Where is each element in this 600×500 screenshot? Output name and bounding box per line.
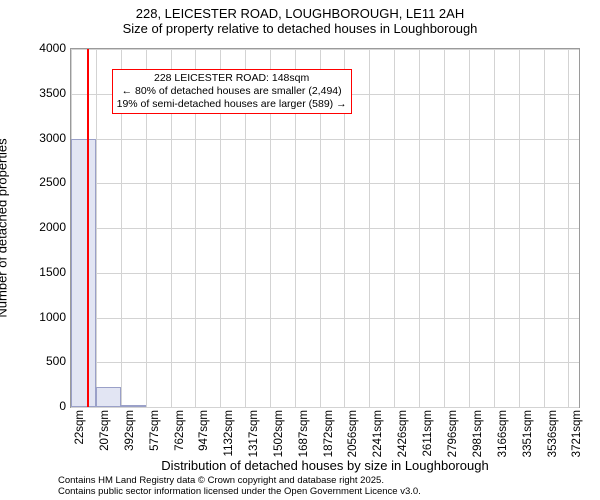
annotation-line3: 19% of semi-detached houses are larger (… xyxy=(117,98,347,111)
x-tick-label: 2056sqm xyxy=(347,410,359,457)
annotation-box: 228 LEICESTER ROAD: 148sqm ← 80% of deta… xyxy=(112,69,352,114)
y-tick-label: 1000 xyxy=(6,310,66,324)
x-tick-label: 3351sqm xyxy=(522,410,534,457)
subject-property-marker xyxy=(87,49,89,407)
y-tick-label: 3000 xyxy=(6,131,66,145)
title-subtitle: Size of property relative to detached ho… xyxy=(0,21,600,36)
x-tick-label: 3721sqm xyxy=(571,410,583,457)
x-tick-label: 1872sqm xyxy=(323,410,335,457)
x-tick-label: 1317sqm xyxy=(248,410,260,457)
x-tick-label: 3536sqm xyxy=(547,410,559,457)
x-tick-label: 22sqm xyxy=(74,410,86,445)
x-tick-label: 1687sqm xyxy=(298,410,310,457)
y-tick-label: 4000 xyxy=(6,41,66,55)
x-tick-label: 1502sqm xyxy=(273,410,285,457)
x-tick-label: 2981sqm xyxy=(472,410,484,457)
x-tick-label: 392sqm xyxy=(124,410,136,451)
x-tick-label: 2796sqm xyxy=(447,410,459,457)
x-tick-label: 2241sqm xyxy=(372,410,384,457)
x-tick-label: 2426sqm xyxy=(397,410,409,457)
annotation-line1: 228 LEICESTER ROAD: 148sqm xyxy=(117,72,347,85)
annotations-layer: 228 LEICESTER ROAD: 148sqm ← 80% of deta… xyxy=(71,49,579,407)
x-axis-label: Distribution of detached houses by size … xyxy=(70,458,580,473)
x-tick-label: 947sqm xyxy=(198,410,210,451)
x-tick-label: 3166sqm xyxy=(497,410,509,457)
x-tick-label: 207sqm xyxy=(99,410,111,451)
y-tick-label: 1500 xyxy=(6,265,66,279)
x-tick-label: 577sqm xyxy=(149,410,161,451)
y-tick-label: 500 xyxy=(6,354,66,368)
x-tick-label: 2611sqm xyxy=(422,410,434,456)
y-axis-ticks: 05001000150020002500300035004000 xyxy=(0,48,66,408)
chart-title: 228, LEICESTER ROAD, LOUGHBOROUGH, LE11 … xyxy=(0,6,600,36)
attribution-footer: Contains HM Land Registry data © Crown c… xyxy=(58,476,421,498)
title-address: 228, LEICESTER ROAD, LOUGHBOROUGH, LE11 … xyxy=(0,6,600,21)
property-size-chart: 228, LEICESTER ROAD, LOUGHBOROUGH, LE11 … xyxy=(0,0,600,500)
footer-line2: Contains public sector information licen… xyxy=(58,487,421,498)
y-tick-label: 2500 xyxy=(6,175,66,189)
y-tick-label: 0 xyxy=(6,399,66,413)
x-tick-label: 762sqm xyxy=(174,410,186,451)
plot-area: 228 LEICESTER ROAD: 148sqm ← 80% of deta… xyxy=(70,48,580,408)
y-tick-label: 3500 xyxy=(6,86,66,100)
x-tick-label: 1132sqm xyxy=(223,410,235,456)
annotation-line2: ← 80% of detached houses are smaller (2,… xyxy=(117,85,347,98)
y-tick-label: 2000 xyxy=(6,220,66,234)
